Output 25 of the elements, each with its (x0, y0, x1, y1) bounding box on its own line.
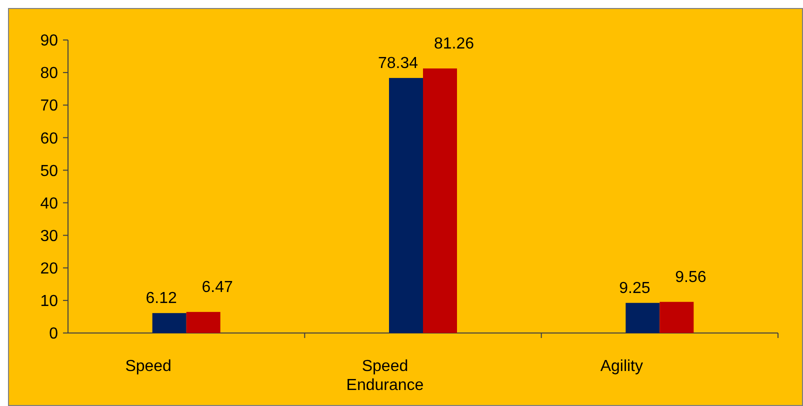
data-label: 81.26 (434, 35, 474, 52)
y-tick-label: 70 (40, 98, 58, 115)
bar (186, 312, 220, 333)
data-label: 6.12 (146, 290, 178, 308)
x-tick-label: Speed (125, 358, 172, 375)
y-tick-label: 20 (40, 260, 58, 278)
data-label: 78.34 (378, 54, 418, 72)
y-tick-label: 0 (49, 326, 58, 343)
x-tick-label: Speed Endurance (346, 358, 424, 394)
bar (626, 302, 660, 333)
data-label: 9.25 (619, 280, 650, 297)
y-tick-label: 50 (40, 162, 58, 180)
y-tick-label: 10 (40, 293, 58, 310)
bar (152, 313, 186, 333)
y-tick-label: 90 (40, 32, 58, 50)
bar (389, 78, 423, 333)
data-label: 9.56 (675, 268, 706, 286)
y-tick-label: 80 (40, 65, 58, 82)
bar (423, 68, 457, 333)
y-tick-label: 40 (40, 195, 58, 212)
x-tick-label: Agility (600, 358, 644, 375)
y-tick-label: 60 (40, 130, 58, 148)
y-tick-label: 30 (40, 228, 58, 245)
bar (660, 302, 694, 333)
data-label: 6.47 (202, 278, 234, 296)
